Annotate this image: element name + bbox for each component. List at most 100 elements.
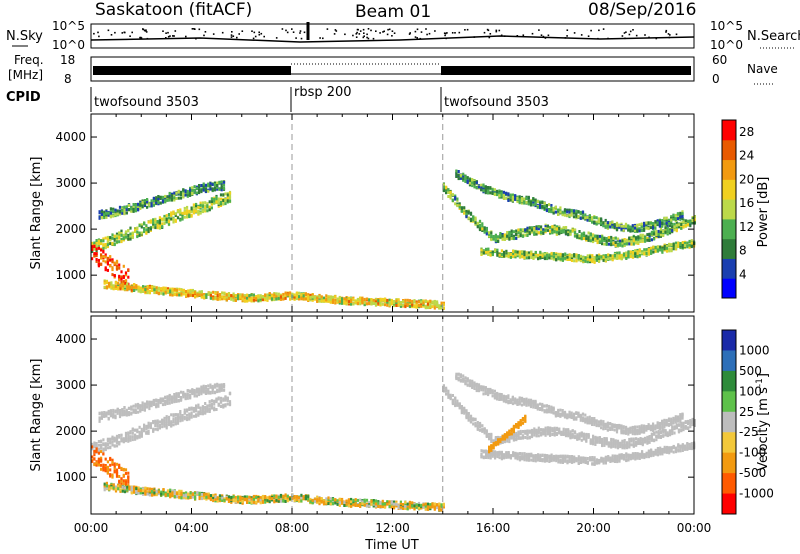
freq-right-tick-top: 60 — [712, 53, 727, 67]
heatmap-cell — [130, 288, 133, 292]
heatmap-cell — [334, 298, 337, 302]
heatmap-cell — [100, 439, 103, 443]
heatmap-cell — [511, 193, 514, 197]
heatmap-cell — [143, 221, 146, 225]
heatmap-cell — [182, 495, 185, 499]
heatmap-cell — [575, 255, 578, 259]
heatmap-cell — [97, 443, 100, 447]
noise-point — [386, 33, 389, 36]
noise-point — [230, 36, 233, 38]
heatmap-cell — [562, 226, 565, 230]
heatmap-cell — [650, 249, 653, 253]
heatmap-cell — [384, 298, 387, 302]
heatmap-cell — [507, 254, 510, 257]
heatmap-cell — [605, 239, 608, 243]
heatmap-cell — [172, 217, 175, 221]
heatmap-cell — [103, 488, 106, 492]
heatmap-cell — [248, 298, 251, 301]
heatmap-cell — [118, 266, 121, 270]
heatmap-cell — [649, 221, 652, 225]
heatmap-cell — [535, 230, 538, 234]
noise-point — [140, 37, 143, 39]
heatmap-cell — [658, 222, 661, 226]
heatmap-cell — [359, 302, 362, 306]
heatmap-cell — [109, 211, 112, 215]
heatmap-cell — [243, 299, 246, 303]
noise-point — [344, 33, 346, 36]
heatmap-cell — [188, 210, 191, 214]
heatmap-cell — [104, 267, 107, 271]
heatmap-cell — [170, 423, 173, 427]
heatmap-cell — [433, 300, 436, 303]
heatmap-cell — [508, 236, 511, 240]
heatmap-cell — [520, 199, 524, 203]
heatmap-cell — [95, 258, 98, 261]
heatmap-cell — [634, 252, 637, 256]
heatmap-cell — [543, 204, 546, 208]
heatmap-cell — [221, 496, 224, 500]
heatmap-cell — [111, 440, 114, 444]
heatmap-cell — [643, 228, 646, 232]
heatmap-cell — [664, 227, 667, 231]
heatmap-cell — [97, 246, 100, 250]
heatmap-cell — [163, 424, 166, 428]
heatmap-cell — [177, 392, 180, 396]
heatmap-cell — [327, 297, 330, 301]
heatmap-cell — [241, 293, 244, 297]
heatmap-cell — [198, 393, 201, 397]
heatmap-cell — [628, 237, 631, 241]
heatmap-cell — [124, 434, 128, 438]
heatmap-cell — [209, 181, 212, 185]
heatmap-cell — [503, 250, 506, 254]
heatmap-cell — [530, 226, 534, 230]
heatmap-cell — [176, 210, 180, 214]
heatmap-cell — [190, 214, 193, 218]
heatmap-cell — [220, 386, 223, 389]
noise-point — [414, 30, 417, 33]
heatmap-cell — [523, 256, 526, 260]
heatmap-cell — [476, 221, 479, 225]
heatmap-cell — [546, 226, 549, 230]
heatmap-cell — [527, 251, 531, 255]
heatmap-cell — [204, 411, 207, 414]
heatmap-cell — [502, 192, 505, 196]
heatmap-cell — [188, 412, 191, 416]
heatmap-cell — [198, 188, 201, 192]
heatmap-cell — [201, 409, 204, 413]
noise-point — [203, 34, 205, 37]
noise-point — [363, 35, 365, 37]
heatmap-cell — [609, 256, 612, 260]
heatmap-cell — [524, 233, 527, 237]
heatmap-cell — [175, 494, 179, 498]
heatmap-cell — [171, 293, 174, 297]
heatmap-cell — [329, 300, 332, 304]
heatmap-cell — [525, 200, 528, 204]
heatmap-cell — [395, 304, 398, 307]
heatmap-cell — [586, 254, 589, 258]
heatmap-cell — [152, 221, 155, 225]
heatmap-cell — [206, 409, 209, 413]
heatmap-cell — [167, 216, 171, 220]
heatmap-cell — [508, 232, 511, 236]
heatmap-cell — [164, 493, 167, 497]
heatmap-cell — [671, 225, 674, 229]
heatmap-cell — [122, 237, 125, 241]
heatmap-cell — [198, 191, 201, 195]
noise-dots — [90, 28, 695, 43]
heatmap-cell — [143, 424, 146, 428]
heatmap-cell — [661, 221, 664, 225]
heatmap-cell — [173, 395, 176, 399]
heatmap-cell — [131, 428, 134, 432]
heatmap-cell — [652, 222, 655, 225]
heatmap-cell — [257, 295, 260, 299]
heatmap-cell — [363, 303, 366, 307]
heatmap-cell — [466, 176, 469, 180]
heatmap-cell — [116, 407, 119, 411]
heatmap-cell — [200, 293, 203, 297]
heatmap-cell — [145, 228, 148, 232]
heatmap-cell — [558, 231, 561, 235]
heatmap-cell — [457, 173, 460, 177]
heatmap-cell — [648, 232, 651, 236]
heatmap-cell — [629, 225, 632, 229]
